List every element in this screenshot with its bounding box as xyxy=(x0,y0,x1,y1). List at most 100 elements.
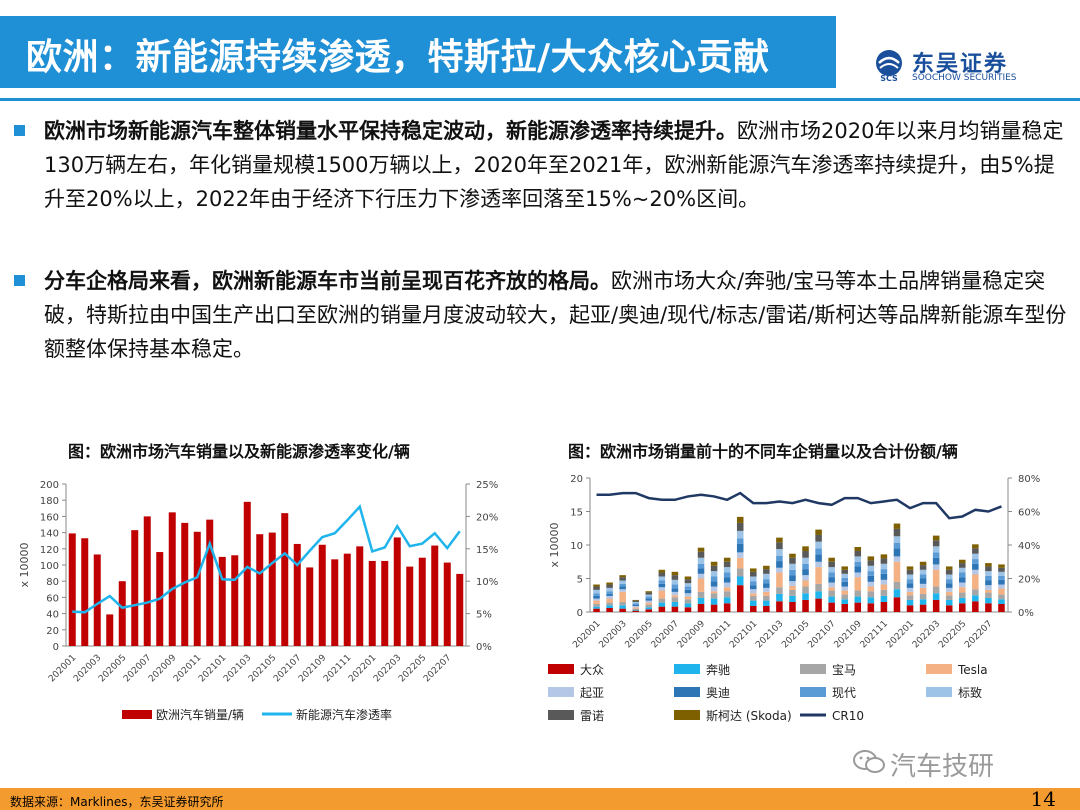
brand-bar-segment xyxy=(959,587,966,593)
penetration-line xyxy=(72,504,461,614)
brand-bar-segment xyxy=(959,582,966,588)
brand-bar-segment xyxy=(932,552,940,558)
brand-bar-segment xyxy=(619,586,626,590)
legend-label-penetration: 新能源汽车渗透率 xyxy=(296,707,392,722)
brand-bar-segment xyxy=(880,563,888,570)
brand-bar-segment xyxy=(815,554,822,562)
brand-bar-segment xyxy=(632,610,639,612)
legend-swatch xyxy=(800,664,826,674)
brand-bar-segment xyxy=(932,546,940,553)
brand-bar-segment xyxy=(828,590,835,597)
brand-bar-segment xyxy=(828,577,835,583)
bullet-headline: 分车企格局来看，欧洲新能源车市当前呈现百花齐放的格局。 xyxy=(44,269,611,293)
brand-bar-segment xyxy=(789,585,796,590)
brand-bar-segment xyxy=(867,556,875,561)
brand-bar-segment xyxy=(998,599,1005,604)
brand-bar-segment xyxy=(828,596,835,603)
chart-1-title: 图：欧洲市场汽车销量以及新能源渗透率变化/辆 xyxy=(68,442,410,461)
brand-bar-segment xyxy=(658,583,666,588)
brand-bar-segment xyxy=(945,579,953,584)
sales-bar xyxy=(218,556,226,646)
brand-bar-segment xyxy=(776,561,783,568)
legend-label: 斯柯达 (Skoda) xyxy=(706,709,792,723)
x-tick-label: 202003 xyxy=(597,619,628,650)
brand-bar-segment xyxy=(815,598,822,612)
brand-bar-segment xyxy=(645,604,653,608)
brand-bar-segment xyxy=(671,606,679,612)
brand-bar-segment xyxy=(750,581,757,586)
brand-bar-segment xyxy=(697,563,705,569)
brand-bar-segment xyxy=(684,576,692,580)
y-tick-label: 100 xyxy=(40,561,59,572)
legend-label: 标致 xyxy=(958,686,982,700)
sales-bar xyxy=(193,531,201,646)
brand-bar-segment xyxy=(658,587,666,591)
brand-bar-segment xyxy=(750,585,757,590)
brand-bar-segment xyxy=(841,599,848,604)
brand-bar-segment xyxy=(619,608,626,612)
bullet-point-1: 欧洲市场新能源汽车整体销量水平保持稳定波动，新能源渗透率持续提升。欧洲市场202… xyxy=(14,114,1074,216)
brand-bar-segment xyxy=(763,587,770,592)
brand-bar-segment xyxy=(632,599,639,601)
brand-bar-segment xyxy=(750,589,757,594)
brand-bar-segment xyxy=(998,567,1005,572)
brand-bar-segment xyxy=(619,575,626,578)
legend-label-sales: 欧洲汽车销量/辆 xyxy=(156,707,244,722)
brand-bar-segment xyxy=(867,591,875,598)
x-tick-label: 202201 xyxy=(885,619,916,650)
brand-bar-segment xyxy=(723,561,731,568)
brand-bar-segment xyxy=(763,595,770,601)
brand-bar-segment xyxy=(985,589,992,593)
brand-bar-segment xyxy=(867,571,875,576)
footer-bar xyxy=(0,788,1080,810)
wechat-watermark: 汽车技研 xyxy=(853,746,994,783)
brand-bar-segment xyxy=(972,553,979,560)
sales-bar xyxy=(318,544,326,646)
brand-bar-segment xyxy=(959,572,966,578)
brand-bar-segment xyxy=(789,575,796,582)
brand-bar-segment xyxy=(972,589,979,596)
brand-bar-segment xyxy=(789,589,796,596)
y2-tick-label: 10% xyxy=(476,577,498,588)
brand-bar-segment xyxy=(763,569,770,574)
brand-bar-segment xyxy=(998,564,1005,568)
y-tick-label: 20 xyxy=(46,626,59,637)
brand-bar-segment xyxy=(828,557,835,562)
brand-bar-segment xyxy=(854,547,862,552)
y-tick-label: 160 xyxy=(40,512,59,523)
brand-bar-segment xyxy=(619,577,626,581)
brand-bar-segment xyxy=(854,596,862,603)
brand-bar-segment xyxy=(802,546,809,552)
y2-tick-label: 40% xyxy=(1018,541,1040,552)
brand-bar-segment xyxy=(802,551,809,558)
y-tick-label: 60 xyxy=(46,593,59,604)
sales-bar xyxy=(68,533,76,646)
brand-bar-segment xyxy=(697,573,705,579)
brand-bar-segment xyxy=(658,576,666,581)
brand-bar-segment xyxy=(645,598,653,601)
sales-bar xyxy=(406,566,414,646)
brand-bar-segment xyxy=(893,548,901,557)
x-tick-label: 202111 xyxy=(859,619,890,650)
y-tick-label: 20 xyxy=(570,474,583,485)
brand-bar-segment xyxy=(906,566,914,570)
brand-bar-segment xyxy=(736,552,744,558)
brand-bar-segment xyxy=(854,590,862,597)
brand-bar-segment xyxy=(932,569,940,587)
brand-bar-segment xyxy=(828,602,835,612)
sales-bar xyxy=(356,546,364,646)
y-tick-label: 15 xyxy=(570,508,583,519)
y-tick-label: 200 xyxy=(40,480,59,491)
y-tick-label: 180 xyxy=(40,496,59,507)
brand-bar-segment xyxy=(815,561,822,568)
brand-bar-segment xyxy=(802,563,809,570)
brand-bar-segment xyxy=(606,598,613,603)
brand-bar-segment xyxy=(867,581,875,587)
brand-bar-segment xyxy=(776,537,783,543)
brand-bar-segment xyxy=(619,605,626,609)
legend-swatch xyxy=(548,687,574,697)
bullet-body: 欧洲市场2020年以来月均销量稳定130万辆左右，年化销量规模1500万辆以上，… xyxy=(44,119,1064,211)
brand-bar-segment xyxy=(710,561,718,566)
brand-bar-segment xyxy=(959,603,966,612)
brand-bar-segment xyxy=(763,565,770,570)
